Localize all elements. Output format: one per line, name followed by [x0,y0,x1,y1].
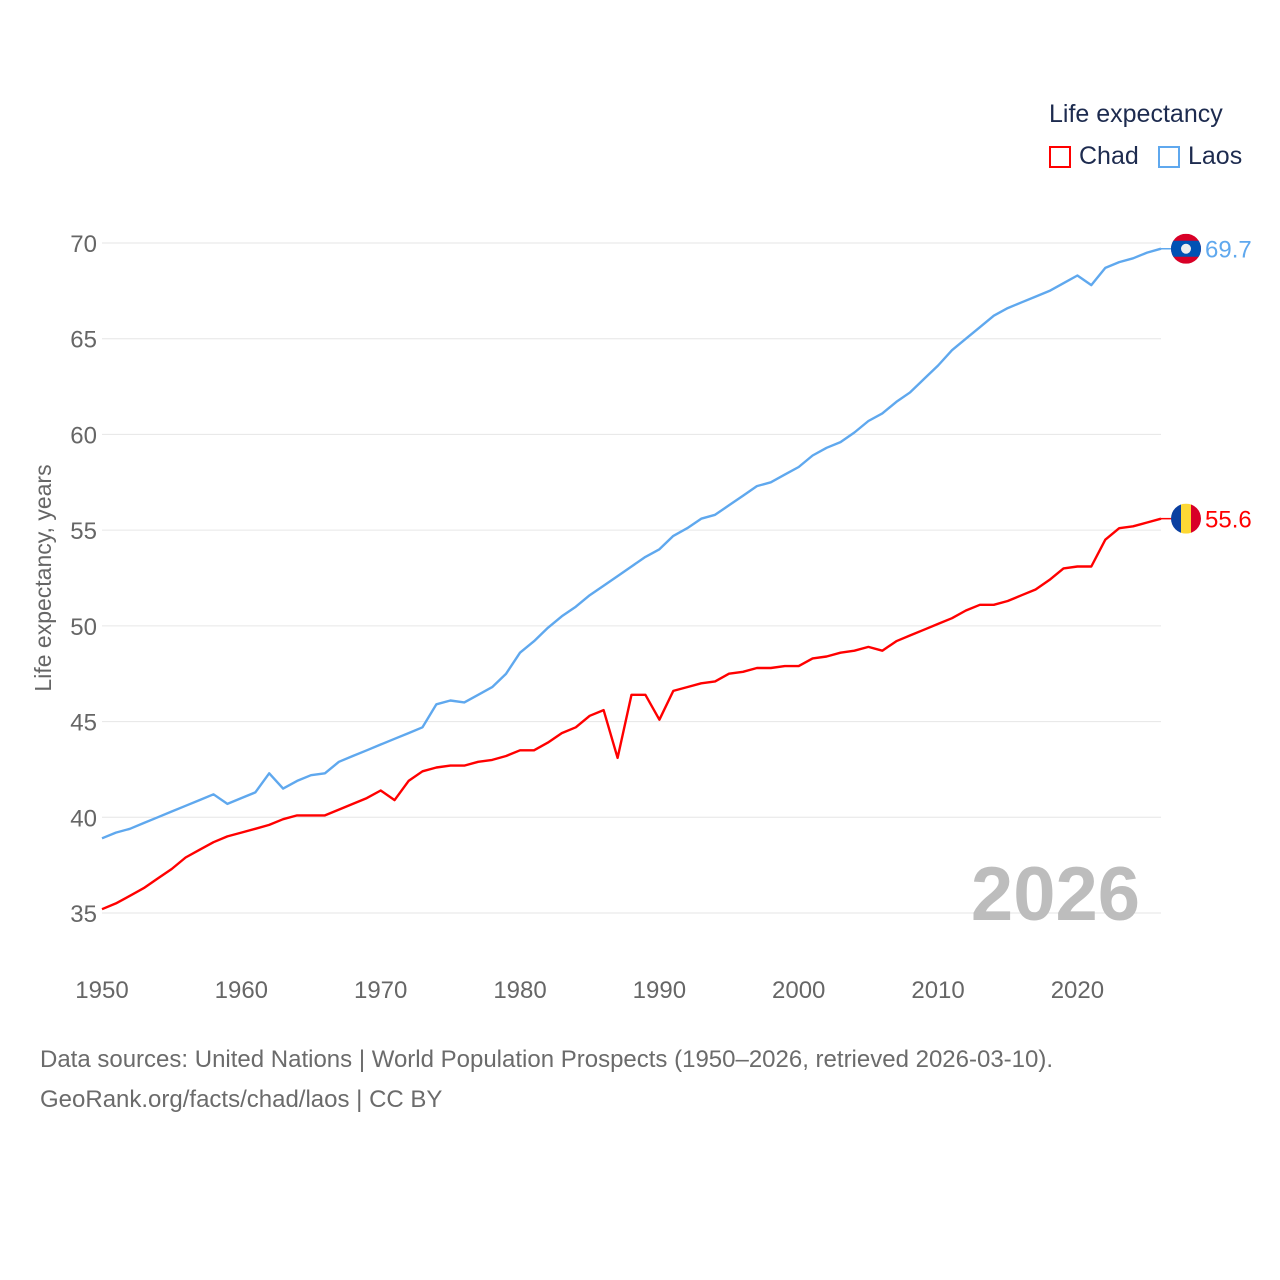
y-tick-label: 70 [70,231,97,258]
x-tick-label: 2010 [911,977,964,1004]
x-tick-label: 1970 [354,977,407,1004]
legend-swatch-laos [1158,145,1180,168]
y-tick-label: 40 [70,805,97,832]
x-tick-label: 2020 [1051,977,1104,1004]
end-value-label-chad: 55.6 [1205,507,1252,534]
year-watermark: 2026 [971,852,1140,937]
legend-swatch-chad [1049,145,1071,168]
y-tick-label: 45 [70,710,97,737]
y-tick-label: 60 [70,422,97,449]
laos-flag-icon [1171,233,1201,264]
end-value-label-laos: 69.7 [1205,237,1252,264]
series-line-laos [101,247,1162,840]
x-tick-label: 1980 [493,977,546,1004]
y-tick-label: 65 [70,327,97,354]
legend-title: Life expectancy [1049,100,1223,128]
chad-flag-icon [1171,503,1201,534]
legend-label-chad: Chad [1079,142,1139,170]
x-tick-label: 1950 [75,977,128,1004]
legend-label-laos: Laos [1188,142,1243,170]
legend-item-chad[interactable]: Chad [1049,142,1139,171]
legend-item-laos[interactable]: Laos [1158,142,1242,171]
y-tick-label: 35 [70,901,97,928]
x-tick-label: 1960 [215,977,268,1004]
series-line-chad [101,517,1162,911]
x-tick-label: 1990 [633,977,686,1004]
y-tick-label: 55 [70,518,97,545]
x-tick-label: 2000 [772,977,825,1004]
attribution-link[interactable]: GeoRank.org/facts/chad/laos | CC BY [40,1086,443,1113]
y-axis-title: Life expectancy, years [30,464,56,691]
data-source-text: Data sources: United Nations | World Pop… [40,1046,1054,1073]
y-tick-label: 50 [70,614,97,641]
